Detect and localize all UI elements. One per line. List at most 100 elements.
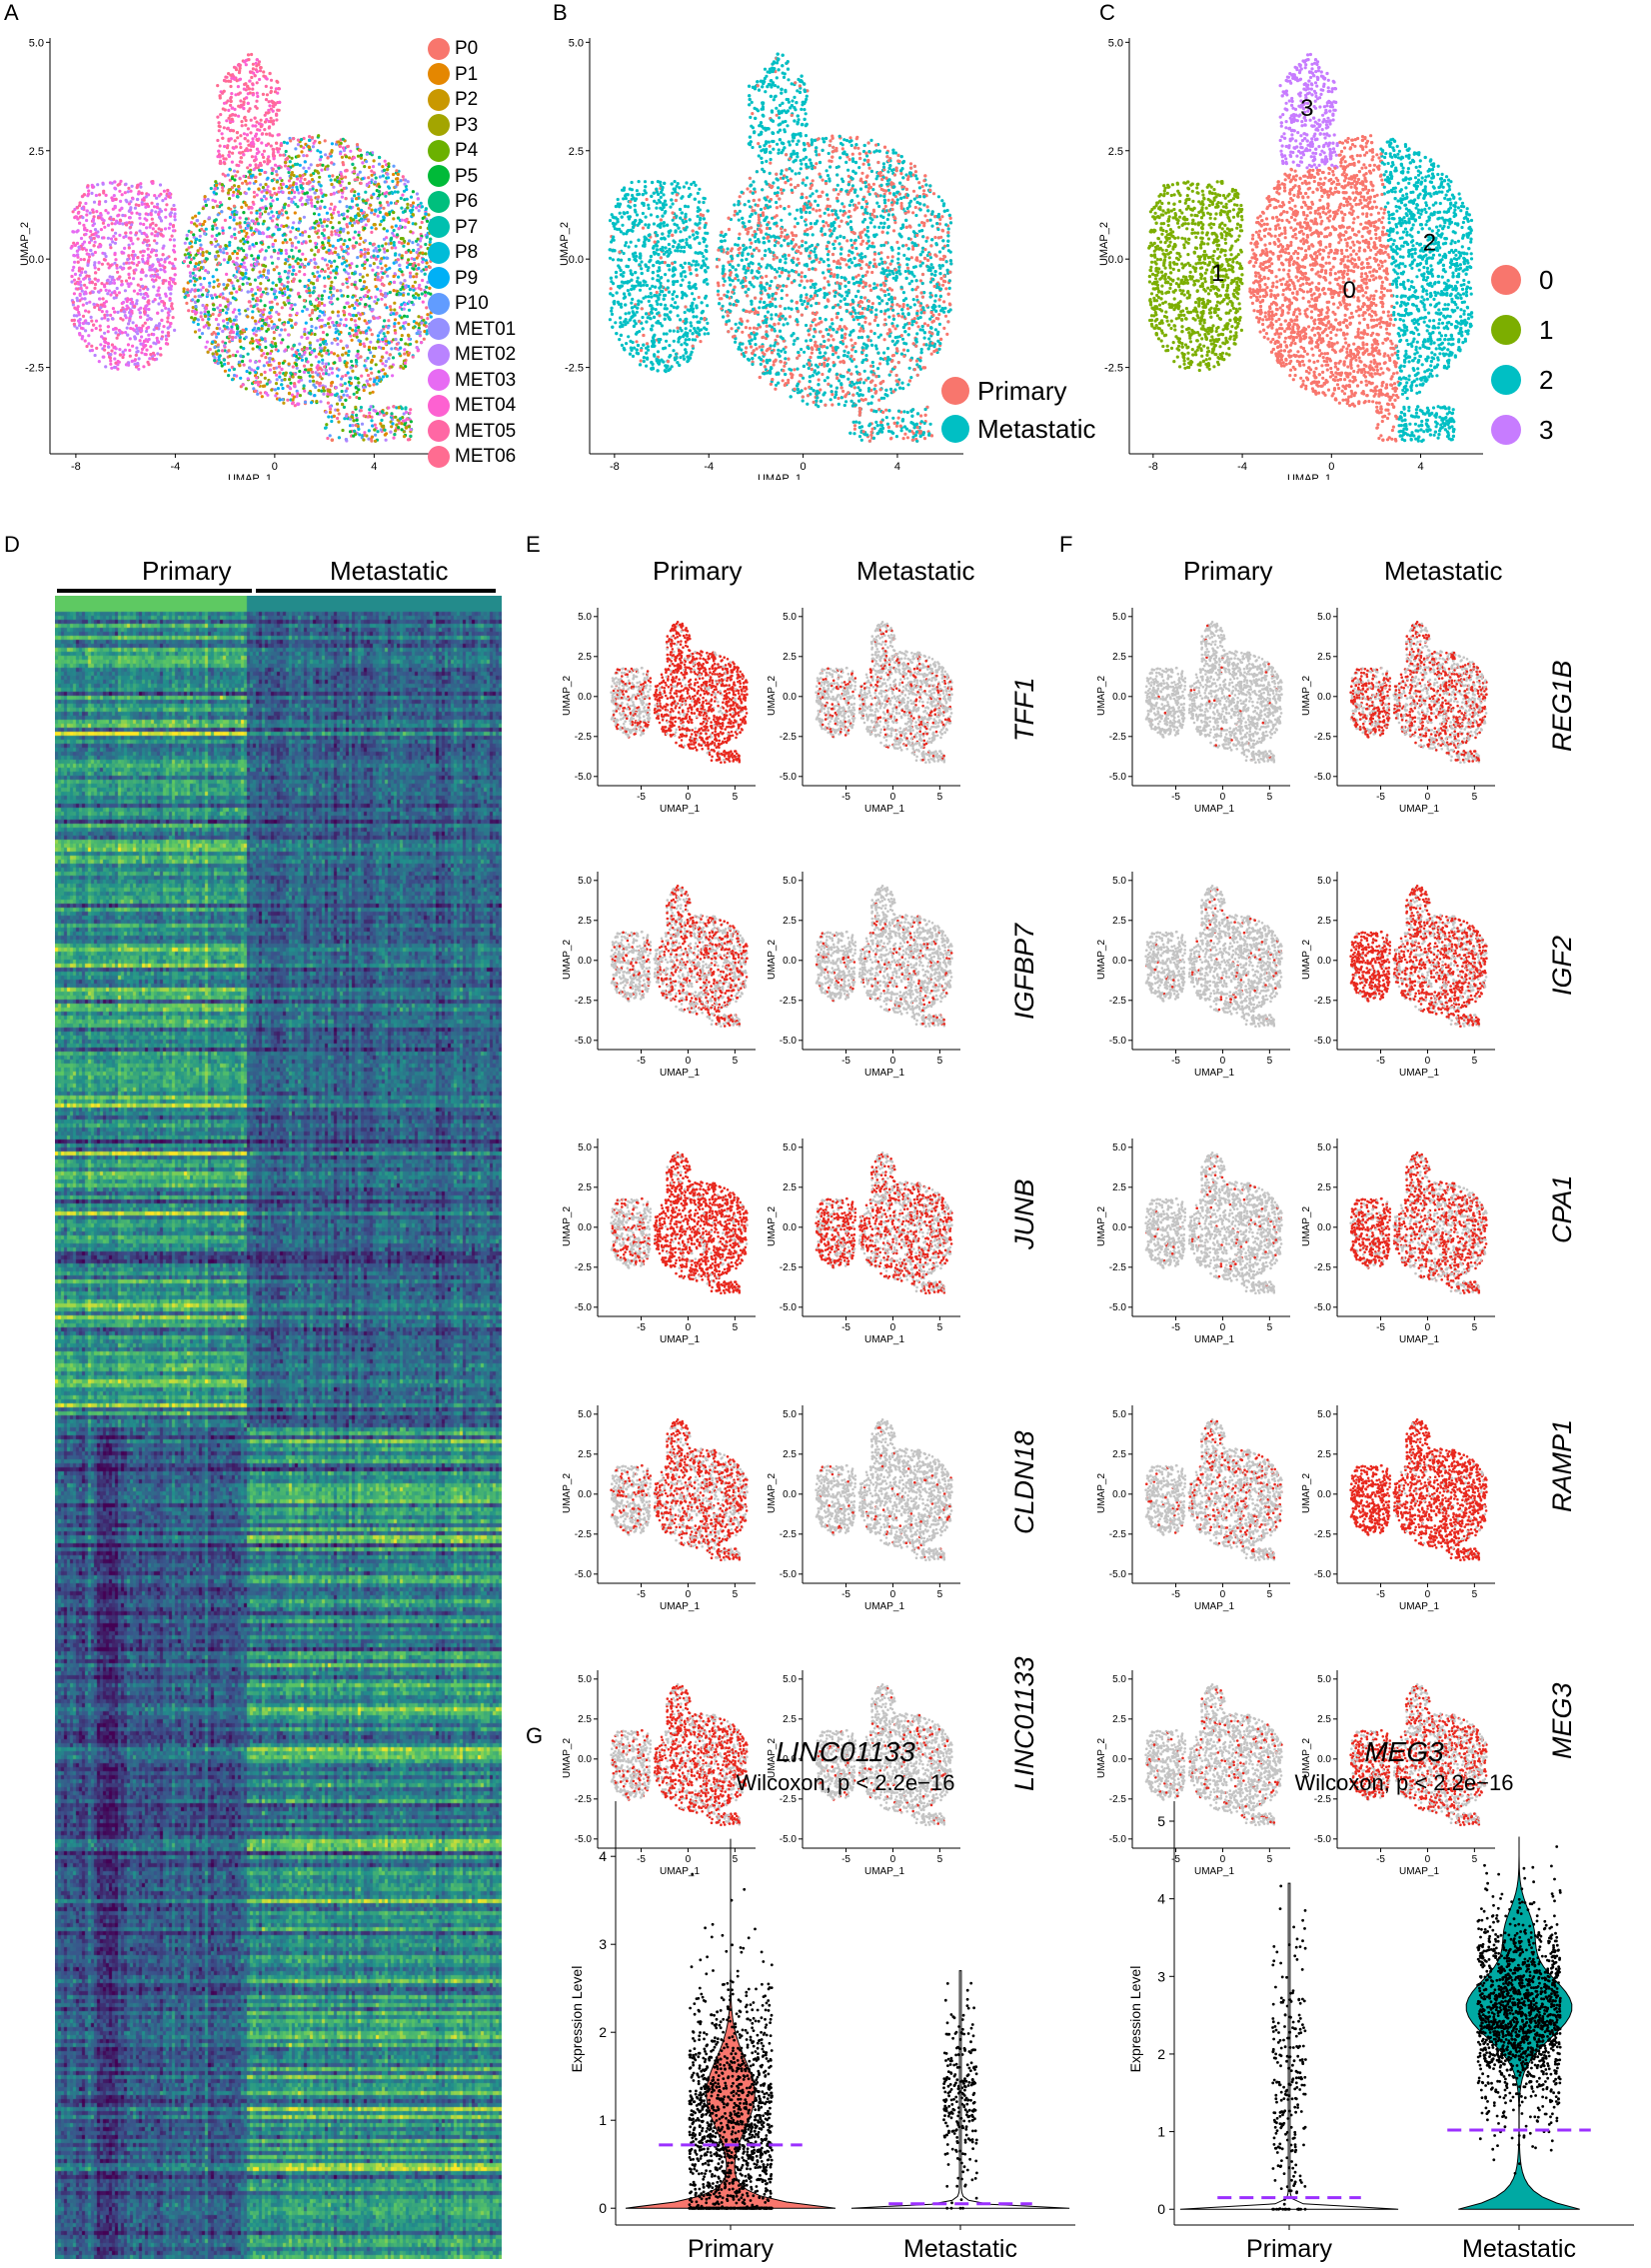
cluster-label: 0 [1342, 277, 1355, 304]
y-tick-label: -2.5 [780, 996, 798, 1007]
x-tick-label: 0 [890, 1322, 896, 1333]
y-tick-label: 5.0 [783, 876, 797, 887]
legend-item: MET04 [428, 393, 516, 419]
y-tick-label: -2.5 [575, 1529, 593, 1540]
x-tick-label: 5 [733, 1056, 739, 1067]
legend-swatch-p2 [428, 88, 450, 111]
gene-label-reg1b: REG1B [1547, 660, 1578, 752]
legend-clusters: 0 1 2 3 [1491, 255, 1553, 455]
gene-label-cldn18: CLDN18 [1009, 1430, 1040, 1534]
y-tick-label: -5.0 [780, 1036, 798, 1047]
scatter-points [608, 52, 953, 443]
x-tick-label: 5 [1267, 1322, 1273, 1333]
x-tick-label: -5 [1171, 1056, 1180, 1067]
y-tick-label: 2.5 [1317, 1182, 1331, 1193]
y-tick-label: -2.5 [1109, 1794, 1127, 1805]
x-axis-title: UMAP_1 [1399, 1068, 1439, 1079]
y-tick-label: -2.5 [1109, 1262, 1127, 1273]
y-tick-label: 5 [1157, 1813, 1165, 1829]
x-tick-label: Metastatic [903, 2235, 1017, 2263]
x-tick-label: 0 [1425, 1589, 1431, 1600]
feature-plot-reg1b-metastatic: -5 0 5 5.0 2.5 0.0 -2.5 -5.0 UMAP_1 UMAP_2 [1301, 608, 1495, 815]
x-tick-label: -5 [1171, 1589, 1180, 1600]
y-tick-label: 0.0 [783, 956, 797, 967]
x-tick-label: -4 [170, 461, 180, 473]
y-tick-label: 0.0 [578, 692, 592, 703]
y-tick-label: 0.0 [1112, 1489, 1126, 1500]
y-tick-label: 2.5 [578, 916, 592, 927]
y-tick-label: 5.0 [29, 37, 44, 49]
y-tick-label: -2.5 [780, 1794, 798, 1805]
heatmap-group-metastatic: Metastatic [330, 556, 449, 587]
y-tick-label: 5.0 [578, 1674, 592, 1685]
legend-item: MET02 [428, 342, 516, 368]
x-tick-label: 5 [937, 1322, 943, 1333]
legend-swatch-cluster2 [1491, 365, 1521, 395]
x-axis-title: UMAP_1 [228, 473, 272, 480]
legend-swatch-p1 [428, 63, 450, 86]
f-col-metastatic: Metastatic [1384, 556, 1503, 587]
x-axis-title: UMAP_1 [660, 1068, 700, 1079]
x-tick-label: 0 [890, 1854, 896, 1865]
group-bar-metastatic [256, 589, 496, 593]
y-axis-title: UMAP_2 [767, 676, 778, 716]
y-tick-label: 2.5 [1317, 652, 1331, 663]
x-tick-label: 0 [1220, 1854, 1226, 1865]
feature-points [1349, 621, 1488, 764]
y-tick-label: 0.0 [578, 1489, 592, 1500]
legend-site: Primary Metastatic [941, 372, 1096, 448]
legend-item: P3 [428, 113, 516, 139]
y-tick-label: -2.5 [575, 1794, 593, 1805]
x-tick-label: 5 [733, 1589, 739, 1600]
legend-swatch-p6 [428, 190, 450, 213]
y-tick-label: 3 [1157, 1968, 1165, 1984]
y-tick-label: -2.5 [575, 1262, 593, 1273]
violin-metastatic [1458, 1836, 1580, 2210]
y-tick-label: 2 [599, 2024, 607, 2040]
x-tick-label: 0 [686, 1322, 692, 1333]
panel-label-d: D [4, 532, 20, 558]
y-axis-title: UMAP_2 [1096, 940, 1107, 980]
legend-item: MET06 [428, 444, 516, 470]
violin-linc01133: LINC01133 Wilcoxon, p < 2.2e−16 0 1 2 3 4 Expre… [569, 1736, 1075, 2263]
y-tick-label: 2.5 [1112, 1714, 1126, 1725]
feature-points [815, 621, 953, 764]
y-tick-label: -5.0 [1109, 1302, 1127, 1313]
feature-plot-meg3-primary: -5 0 5 5.0 2.5 0.0 -2.5 -5.0 UMAP_1 UMAP_2 [1096, 1670, 1290, 1877]
legend-item: MET05 [428, 419, 516, 445]
legend-swatch-met01 [428, 318, 450, 341]
x-tick-label: 0 [1425, 792, 1431, 803]
panel-label-g: G [526, 1723, 543, 1749]
y-tick-label: -2.5 [780, 1529, 798, 1540]
y-tick-label: 5.0 [783, 612, 797, 623]
feature-plot-junb-primary: -5 0 5 5.0 2.5 0.0 -2.5 -5.0 UMAP_1 UMAP_2 [562, 1138, 756, 1345]
y-tick-label: 2.5 [578, 652, 592, 663]
y-tick-label: 2.5 [1112, 1182, 1126, 1193]
y-tick-label: -2.5 [1104, 363, 1123, 375]
y-tick-label: 5.0 [569, 37, 584, 49]
x-axis-title: UMAP_1 [1194, 804, 1234, 815]
y-tick-label: 2.5 [1112, 652, 1126, 663]
x-tick-label: Primary [1246, 2235, 1333, 2263]
y-tick-label: -5.0 [1314, 1569, 1332, 1580]
y-tick-label: -2.5 [1109, 996, 1127, 1007]
cluster-label: 3 [1300, 95, 1313, 122]
y-tick-label: 4 [1157, 1891, 1165, 1907]
y-tick-label: 2.5 [1317, 1714, 1331, 1725]
x-axis-title: UMAP_1 [1399, 1866, 1439, 1877]
y-tick-label: -5.0 [1314, 772, 1332, 783]
x-tick-label: 0 [1425, 1854, 1431, 1865]
x-tick-label: -5 [1376, 1589, 1385, 1600]
legend-item: P4 [428, 138, 516, 164]
x-tick-label: -5 [637, 792, 646, 803]
feature-points [815, 885, 953, 1028]
x-tick-label: 5 [733, 792, 739, 803]
x-axis-title: UMAP_1 [1194, 1601, 1234, 1612]
x-tick-label: 5 [733, 1322, 739, 1333]
x-axis-title: UMAP_1 [660, 1334, 700, 1345]
x-axis-title: UMAP_1 [1399, 804, 1439, 815]
y-tick-label: 0 [599, 2200, 607, 2216]
x-tick-label: -8 [71, 461, 81, 473]
feature-points [1349, 885, 1488, 1028]
y-tick-label: 0.0 [1112, 692, 1126, 703]
